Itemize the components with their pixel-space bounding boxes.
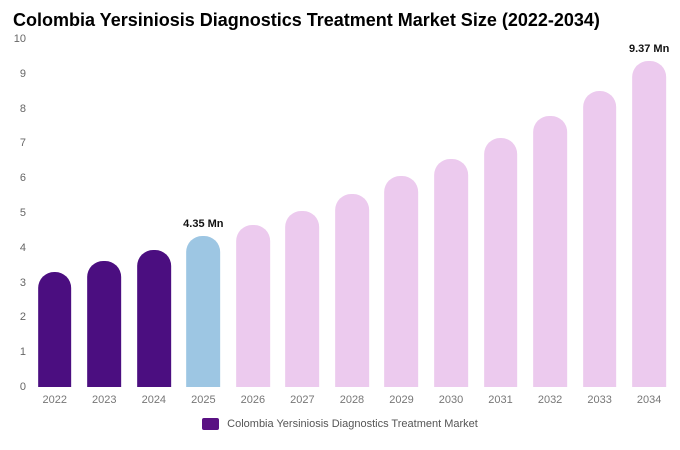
x-tick-2034: 2034 (636, 394, 662, 406)
plot-row: 0 1 2 3 4 5 6 7 8 9 10 4.35 Mn 9.37 Mn (0, 33, 680, 393)
bar-column-2032 (525, 39, 575, 387)
bar-column-2025: 4.35 Mn (179, 39, 229, 387)
legend-label: Colombia Yersiniosis Diagnostics Treatme… (227, 418, 478, 430)
x-axis: 2022 2023 2024 2025 2026 2027 2028 2029 2030 2031… (30, 387, 674, 406)
bar-column-2034: 9.37 Mn (624, 39, 674, 387)
y-tick-8: 8 (19, 102, 26, 115)
x-tick-2033: 2033 (587, 394, 612, 406)
plot-area: 4.35 Mn 9.37 Mn (30, 39, 674, 387)
legend-swatch-icon (202, 418, 220, 430)
bar-column-2028 (327, 39, 377, 387)
x-tick-2025: 2025 (191, 394, 216, 406)
x-tick-2023: 2023 (92, 394, 117, 406)
bar-column-2027 (278, 39, 328, 387)
legend: Colombia Yersiniosis Diagnostics Treatme… (0, 418, 680, 430)
bar-2023[interactable] (87, 261, 122, 387)
bar-column-2033 (575, 39, 625, 387)
bar-2034[interactable] (632, 60, 666, 387)
bar-column-2030 (426, 39, 476, 387)
y-tick-5: 5 (19, 207, 26, 219)
y-tick-9: 9 (19, 67, 26, 80)
x-tick-2028: 2028 (339, 394, 365, 406)
bar-column-2026 (228, 39, 278, 387)
x-tick-2029: 2029 (389, 394, 414, 406)
bar-2024[interactable] (136, 249, 171, 387)
bar-2033[interactable] (582, 91, 617, 387)
y-tick-3: 3 (19, 276, 26, 289)
y-tick-1: 1 (19, 346, 26, 359)
bar-2031[interactable] (483, 138, 518, 387)
bar-2029[interactable] (384, 176, 419, 387)
bar-column-2029 (377, 39, 427, 387)
y-axis: 0 1 2 3 4 5 6 7 8 9 10 (6, 33, 30, 393)
y-tick-2: 2 (19, 311, 26, 324)
x-tick-2022: 2022 (42, 394, 67, 406)
bar-column-2024 (129, 39, 179, 387)
y-tick-0: 0 (19, 381, 26, 393)
x-tick-2031: 2031 (488, 394, 513, 406)
bar-column-2023 (80, 39, 130, 387)
x-tick-2024: 2024 (141, 394, 167, 406)
bar-2032[interactable] (533, 115, 567, 387)
bar-2026[interactable] (236, 225, 270, 387)
x-tick-2026: 2026 (240, 394, 266, 406)
y-tick-7: 7 (19, 137, 26, 150)
data-label-2025: 4.35 Mn (183, 217, 224, 230)
y-tick-6: 6 (19, 172, 26, 185)
y-tick-10: 10 (13, 33, 26, 45)
bar-2030[interactable] (434, 159, 468, 387)
y-tick-4: 4 (19, 241, 26, 254)
x-tick-2030: 2030 (438, 394, 464, 406)
bar-column-2031 (476, 39, 526, 387)
bar-2025[interactable] (186, 235, 221, 387)
bar-column-2022 (30, 39, 80, 387)
x-tick-2032: 2032 (537, 394, 563, 406)
data-label-2034: 9.37 Mn (628, 42, 670, 55)
bar-2022[interactable] (37, 272, 72, 387)
bar-2027[interactable] (285, 211, 320, 387)
x-tick-2027: 2027 (290, 394, 315, 406)
chart-title: Colombia Yersiniosis Diagnostics Treatme… (13, 10, 600, 30)
bar-2028[interactable] (335, 193, 369, 387)
